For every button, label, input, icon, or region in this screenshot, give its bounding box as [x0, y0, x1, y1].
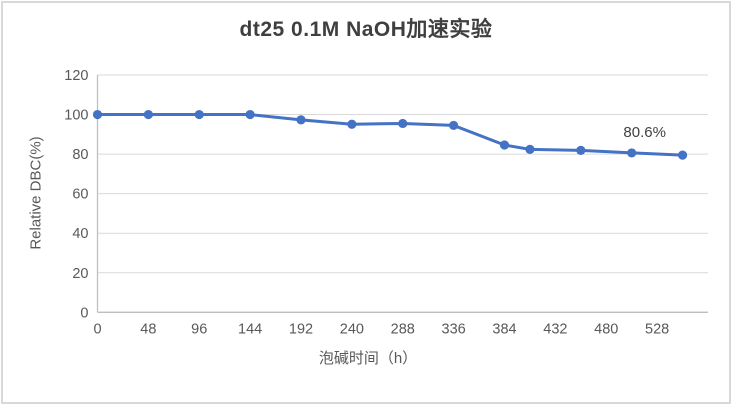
data-label-annotation: 80.6% [623, 123, 666, 141]
y-tick-label: 40 [72, 226, 88, 242]
data-point[interactable] [92, 109, 103, 120]
x-tick-label: 192 [289, 321, 313, 337]
x-tick-label: 240 [340, 321, 364, 337]
x-tick-label: 336 [442, 321, 466, 337]
data-point[interactable] [576, 145, 586, 155]
x-tick-label: 48 [140, 321, 156, 337]
x-tick-label: 432 [543, 321, 567, 337]
data-point[interactable] [245, 109, 255, 120]
y-tick-label: 0 [80, 305, 88, 321]
data-point[interactable] [499, 140, 510, 150]
x-tick-label: 384 [492, 321, 516, 337]
data-point[interactable] [296, 115, 306, 125]
x-tick-label: 144 [238, 321, 262, 337]
data-point[interactable] [194, 109, 204, 120]
series-line [96, 113, 685, 157]
x-tick-label: 528 [645, 321, 669, 337]
x-tick-label: 480 [594, 321, 618, 337]
y-tick-label: 20 [72, 266, 88, 282]
chart-title: dt25 0.1M NaOH加速实验 [239, 18, 493, 41]
data-point[interactable] [677, 150, 688, 160]
x-tick-label: 288 [391, 321, 415, 337]
data-point[interactable] [627, 148, 637, 158]
data-point[interactable] [143, 109, 153, 120]
data-point[interactable] [525, 144, 535, 154]
x-axis-title: 泡碱时间（h） [318, 350, 418, 367]
x-tick-label: 96 [191, 321, 207, 337]
x-tick-label: 0 [93, 321, 101, 337]
data-point[interactable] [449, 120, 459, 131]
y-tick-label: 60 [72, 187, 88, 203]
y-tick-label: 100 [64, 108, 88, 124]
y-tick-label: 80 [72, 147, 88, 163]
data-point[interactable] [347, 119, 357, 129]
y-tick-label: 120 [64, 68, 88, 84]
data-point[interactable] [398, 118, 408, 129]
